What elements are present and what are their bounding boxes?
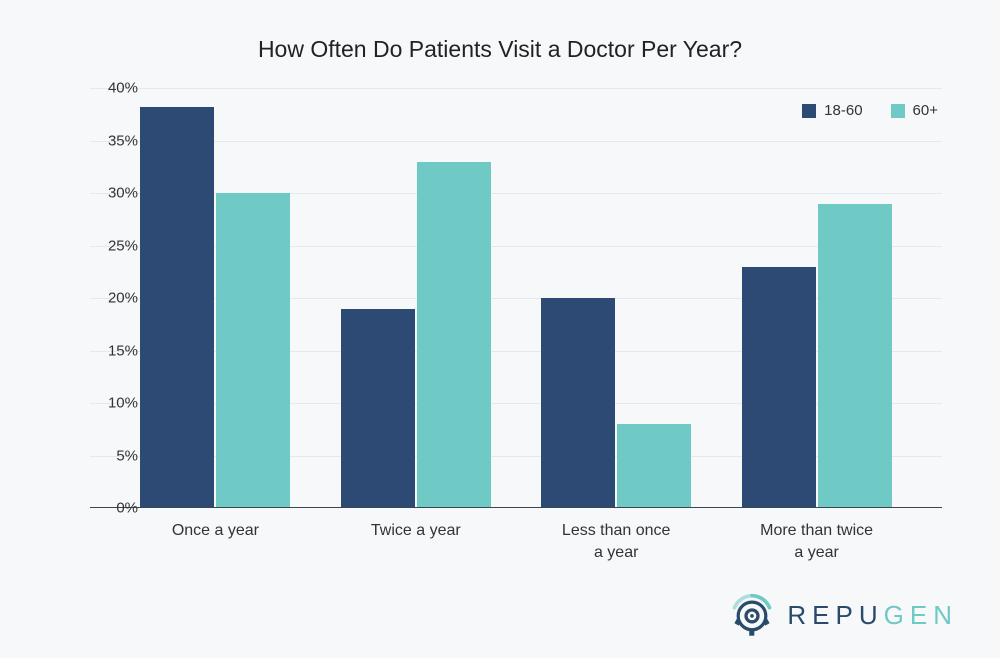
legend-swatch-60plus [891,104,905,118]
x-tick-label: Less than oncea year [516,520,716,565]
legend-label-18-60: 18-60 [824,102,862,119]
bar [140,107,214,508]
y-tick-label: 40% [108,80,138,97]
bar [216,193,290,508]
y-tick-label: 5% [116,447,138,464]
y-tick-label: 15% [108,342,138,359]
bar [818,204,892,509]
x-axis-line [90,507,942,509]
legend: 18-60 60+ [802,102,938,119]
y-tick-label: 20% [108,290,138,307]
repugen-icon [729,592,775,638]
chart-container: How Often Do Patients Visit a Doctor Per… [0,0,1000,658]
x-tick-label: Twice a year [316,520,516,542]
bar [617,424,691,508]
bar [541,298,615,508]
y-tick-label: 30% [108,185,138,202]
legend-item-18-60: 18-60 [802,102,862,119]
plot-area [90,88,942,508]
brand-logo-text-secondary: GEN [884,600,958,630]
y-tick-label: 25% [108,237,138,254]
x-tick-label: Once a year [115,520,315,542]
bars-layer [90,88,942,508]
legend-item-60plus: 60+ [891,102,938,119]
bar [742,267,816,509]
x-tick-label: More than twicea year [717,520,917,565]
legend-swatch-18-60 [802,104,816,118]
chart-title: How Often Do Patients Visit a Doctor Per… [0,36,1000,63]
bar [417,162,491,509]
y-tick-label: 35% [108,132,138,149]
brand-logo-text-primary: REPU [787,600,883,630]
brand-logo-text: REPUGEN [787,600,958,631]
y-tick-label: 0% [116,500,138,517]
bar [341,309,415,509]
y-tick-label: 10% [108,395,138,412]
legend-label-60plus: 60+ [913,102,938,119]
brand-logo: REPUGEN [729,592,958,638]
